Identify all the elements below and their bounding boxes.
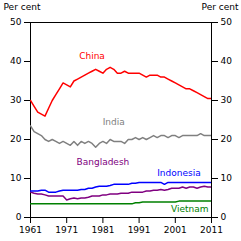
svg-text:10: 10: [10, 173, 22, 183]
svg-text:Vietnam: Vietnam: [171, 204, 209, 214]
svg-text:40: 40: [221, 56, 233, 66]
svg-text:Indonesia: Indonesia: [157, 168, 201, 178]
svg-text:Per cent: Per cent: [202, 2, 239, 12]
svg-text:2001: 2001: [164, 225, 187, 235]
svg-text:Per cent: Per cent: [4, 2, 41, 12]
svg-text:2011: 2011: [200, 225, 223, 235]
svg-text:20: 20: [10, 134, 22, 144]
svg-text:1961: 1961: [19, 225, 42, 235]
svg-text:20: 20: [221, 134, 233, 144]
svg-text:China: China: [79, 51, 105, 61]
svg-text:1991: 1991: [128, 225, 151, 235]
svg-text:10: 10: [221, 173, 233, 183]
svg-text:30: 30: [221, 95, 233, 105]
svg-text:50: 50: [10, 17, 22, 27]
svg-text:India: India: [103, 117, 125, 127]
svg-text:30: 30: [10, 95, 22, 105]
svg-text:Bangladesh: Bangladesh: [77, 157, 130, 167]
svg-text:0: 0: [16, 212, 22, 222]
svg-text:1971: 1971: [55, 225, 78, 235]
svg-text:0: 0: [221, 212, 227, 222]
svg-text:50: 50: [221, 17, 233, 27]
svg-text:40: 40: [10, 56, 22, 66]
svg-text:1981: 1981: [91, 225, 114, 235]
